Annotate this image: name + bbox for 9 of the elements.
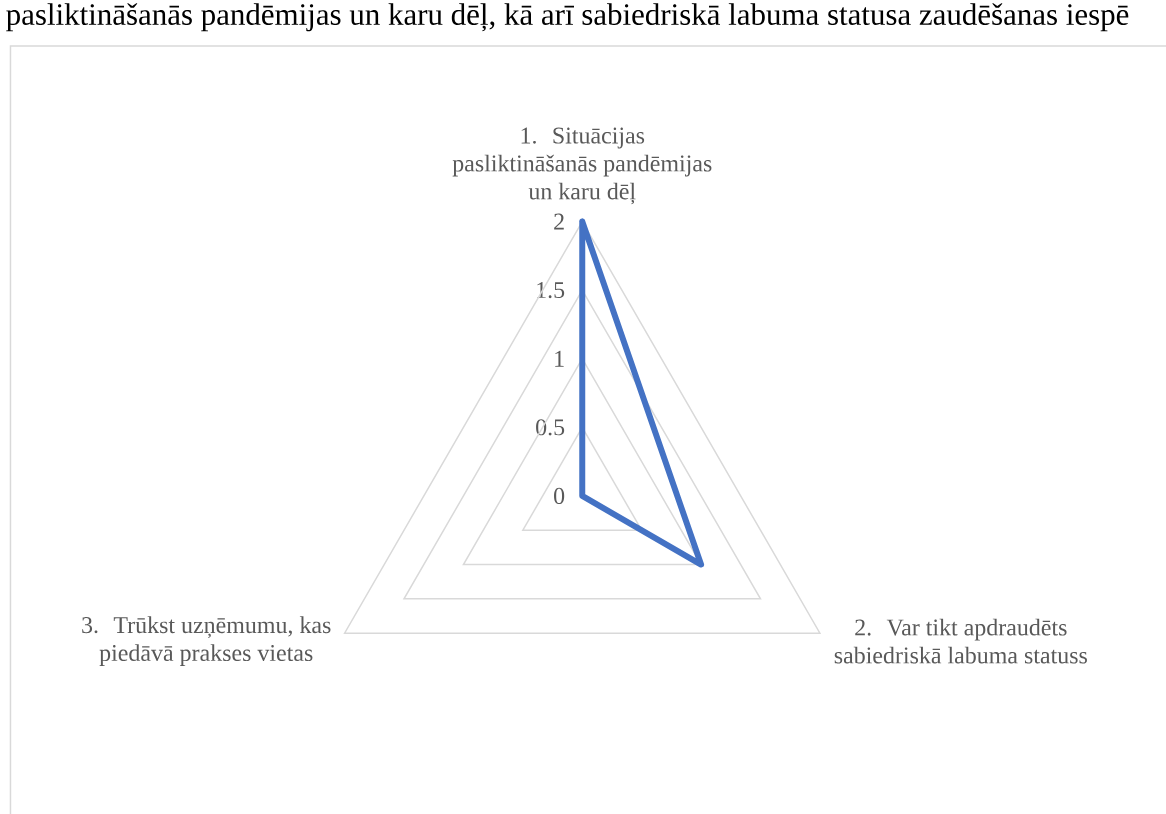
spoke-label: 2. Var tikt apdraudēts sabiedriskā labuma statuss bbox=[834, 618, 1087, 664]
y-tick-label: 0.5 bbox=[536, 419, 565, 436]
chart-title: pasliktināšanās pandēmijas un karu dēļ, kā arī sabiedriskā labuma statusa zaudēšanas iespē bbox=[6, 3, 1129, 32]
y-tick-label: 2 bbox=[554, 213, 564, 230]
spoke-label: 3. Trūkst uzņēmumu, kas piedāvā prakses vietas bbox=[82, 616, 331, 666]
y-tick-label: 0 bbox=[554, 487, 565, 504]
y-tick-label: 1.5 bbox=[537, 281, 565, 299]
spoke-label: 1. Situācijas pasliktināšanās pandēmijas un karu dēļ bbox=[452, 127, 712, 205]
y-tick-label: 1 bbox=[555, 350, 564, 367]
